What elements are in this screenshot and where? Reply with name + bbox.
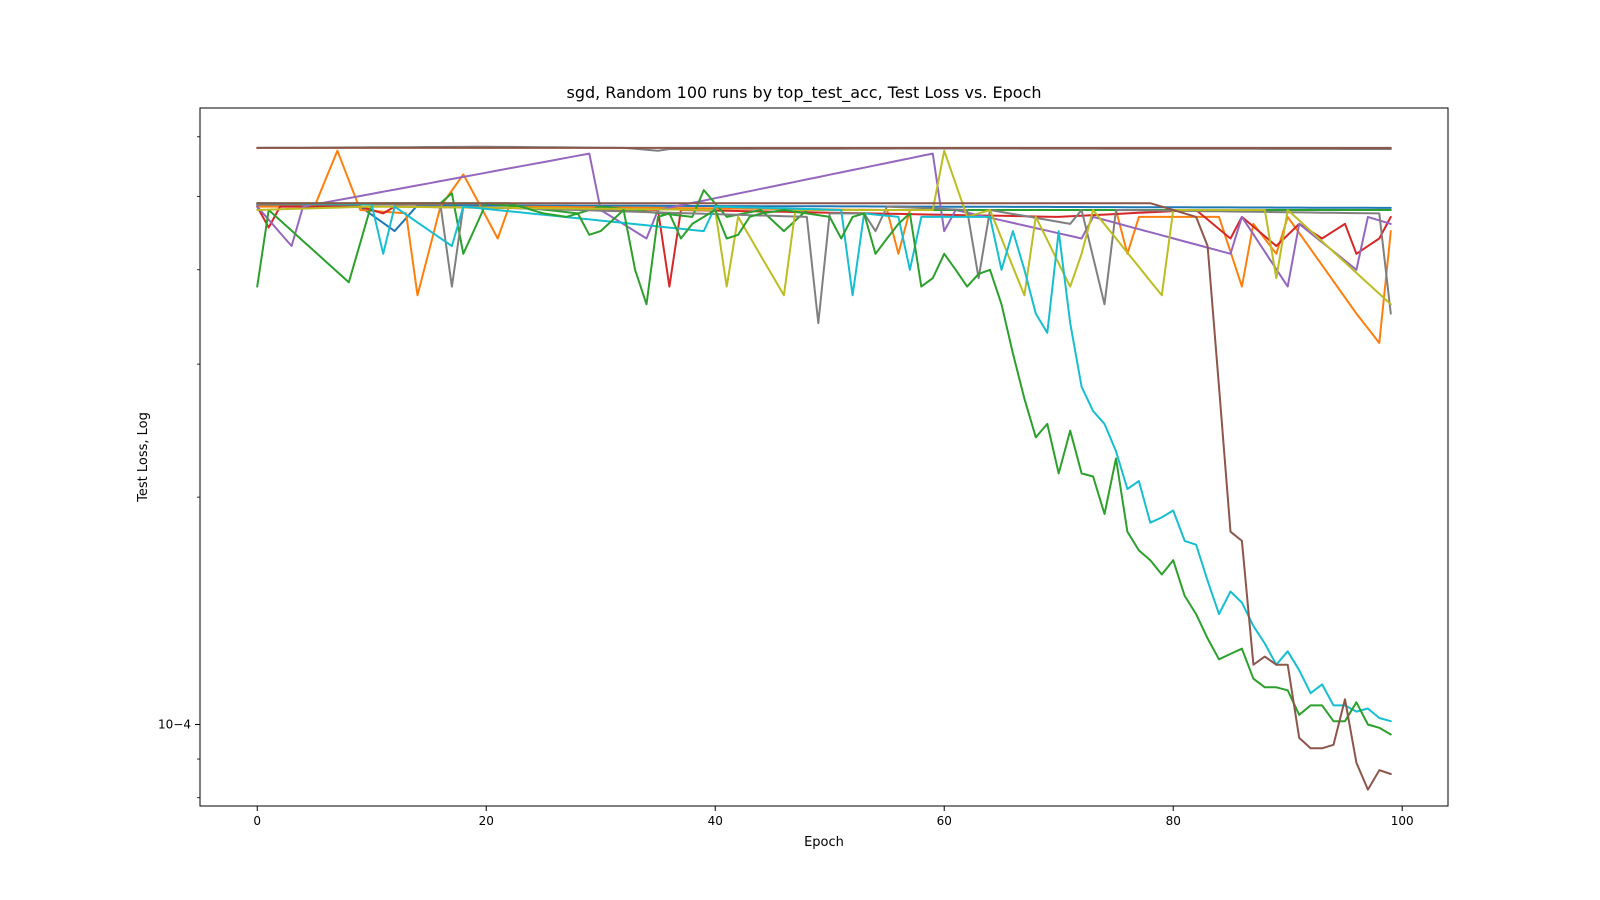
series-layer: [256, 145, 1392, 791]
x-tick-label: 80: [1166, 814, 1181, 828]
x-axis-label: Epoch: [804, 835, 844, 850]
x-tick-label: 100: [1391, 814, 1414, 828]
plot-area: [199, 107, 1449, 807]
y-tick-label: 10−4: [158, 718, 191, 732]
chart-title: sgd, Random 100 runs by top_test_acc, Te…: [566, 83, 1041, 103]
series-line-8: [256, 203, 1392, 325]
x-tick-label: 0: [253, 814, 261, 828]
series-line-6: [256, 152, 1392, 288]
series-line-10: [256, 202, 1392, 723]
y-axis-ticks: 10−4: [158, 136, 200, 799]
series-line-12: [256, 202, 1392, 791]
y-axis-label: Test Loss, Log: [136, 412, 151, 503]
x-tick-label: 40: [708, 814, 723, 828]
x-tick-label: 20: [479, 814, 494, 828]
series-line-3: [256, 204, 1392, 233]
x-axis-ticks: 0 20 40 60 80 100: [253, 806, 1414, 828]
x-tick-label: 60: [937, 814, 952, 828]
